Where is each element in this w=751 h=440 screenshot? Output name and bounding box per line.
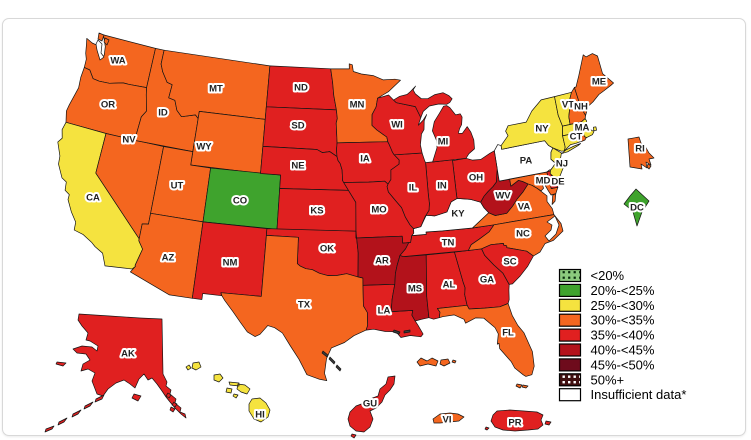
svg-text:MI: MI [438,137,449,148]
svg-text:NM: NM [223,258,238,269]
svg-text:VT: VT [562,100,574,111]
svg-text:30%-<35%: 30%-<35% [591,313,655,328]
svg-text:35%-<40%: 35%-<40% [591,328,655,343]
svg-text:CA: CA [86,193,100,204]
svg-text:MD: MD [536,176,551,187]
svg-text:SD: SD [291,121,304,132]
svg-text:25%-<30%: 25%-<30% [591,298,655,313]
svg-text:AK: AK [121,349,135,360]
svg-text:GU: GU [363,399,377,410]
svg-text:CT: CT [570,132,583,143]
svg-text:SC: SC [503,257,516,268]
svg-text:VI: VI [443,415,452,426]
svg-text:40%-<45%: 40%-<45% [591,343,655,358]
svg-text:ME: ME [592,77,606,88]
svg-text:KS: KS [310,206,323,217]
svg-text:Insufficient data*: Insufficient data* [591,387,687,402]
svg-text:NE: NE [291,161,304,172]
svg-text:WY: WY [196,142,212,153]
svg-text:TN: TN [442,238,455,249]
svg-text:IA: IA [360,154,370,165]
svg-text:ID: ID [158,108,168,119]
svg-text:DC: DC [630,203,644,214]
svg-text:<20%: <20% [591,268,625,283]
svg-text:IL: IL [409,183,418,194]
svg-text:NH: NH [574,102,588,113]
svg-text:LA: LA [378,306,391,317]
svg-text:RI: RI [635,144,645,155]
svg-text:NJ: NJ [556,159,568,170]
svg-text:UT: UT [171,181,184,192]
svg-text:20%-<25%: 20%-<25% [591,283,655,298]
svg-text:OH: OH [469,173,483,184]
svg-text:HI: HI [255,410,265,421]
svg-text:OK: OK [320,244,334,255]
svg-text:MA: MA [575,123,590,134]
svg-text:NC: NC [516,229,530,240]
svg-text:NV: NV [122,135,136,146]
svg-text:PR: PR [508,418,521,429]
svg-text:TX: TX [298,300,311,311]
svg-text:AL: AL [443,280,456,291]
svg-text:MO: MO [371,205,386,216]
svg-text:VA: VA [518,202,531,213]
svg-text:IN: IN [437,181,447,192]
svg-text:AZ: AZ [162,253,175,264]
svg-text:MN: MN [350,100,365,111]
svg-text:MT: MT [209,84,223,95]
svg-text:MS: MS [408,284,422,295]
svg-text:WI: WI [391,120,403,131]
svg-text:PA: PA [520,156,533,167]
svg-text:50%+: 50%+ [591,372,625,387]
svg-text:WA: WA [110,56,125,67]
svg-text:KY: KY [451,209,465,220]
svg-text:NY: NY [535,124,549,135]
svg-text:ND: ND [294,83,308,94]
svg-text:45%-<50%: 45%-<50% [591,357,655,372]
svg-text:OR: OR [101,100,115,111]
svg-text:AR: AR [375,256,389,267]
svg-text:FL: FL [502,328,514,339]
svg-text:GA: GA [480,275,494,286]
svg-text:CO: CO [233,196,247,207]
svg-text:DE: DE [551,177,564,188]
svg-text:WV: WV [495,191,511,202]
